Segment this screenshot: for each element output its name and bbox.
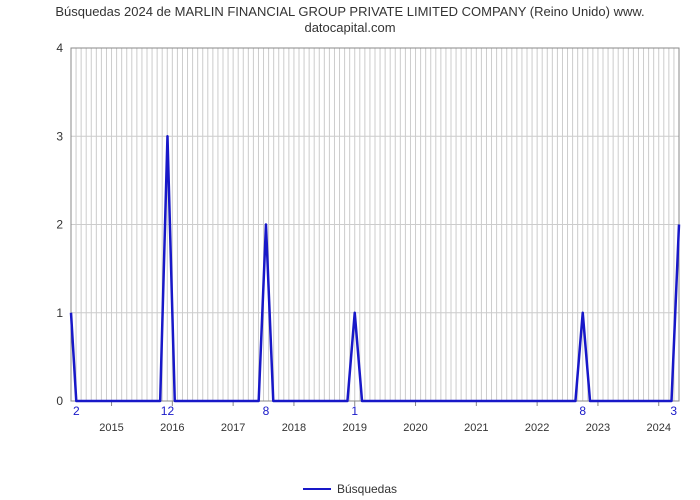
svg-text:2016: 2016 [160,422,184,434]
svg-text:2023: 2023 [586,422,610,434]
chart-title: Búsquedas 2024 de MARLIN FINANCIAL GROUP… [0,4,700,37]
legend-item-busquedas: Búsquedas [303,482,397,496]
svg-text:2020: 2020 [403,422,427,434]
svg-text:1: 1 [56,306,63,320]
chart-plot-area: 0123420152016201720182019202020212022202… [45,42,685,437]
chart-title-line2: datocapital.com [0,20,700,36]
svg-text:2021: 2021 [464,422,488,434]
svg-text:2024: 2024 [646,422,670,434]
value-label: 2 [73,404,80,418]
svg-text:3: 3 [56,129,63,143]
svg-text:2: 2 [56,218,63,232]
value-label: 1 [351,404,358,418]
svg-text:2022: 2022 [525,422,549,434]
svg-text:2017: 2017 [221,422,245,434]
svg-text:4: 4 [56,42,63,55]
value-label: 8 [263,404,270,418]
legend-label: Búsquedas [337,482,397,496]
value-label: 3 [670,404,677,418]
chart-legend: Búsquedas [0,479,700,496]
svg-text:0: 0 [56,394,63,408]
value-label: 12 [161,404,175,418]
value-label: 8 [579,404,586,418]
svg-text:2015: 2015 [99,422,123,434]
chart-title-line1: Búsquedas 2024 de MARLIN FINANCIAL GROUP… [0,4,700,20]
legend-swatch [303,488,331,490]
svg-text:2019: 2019 [342,422,366,434]
svg-text:2018: 2018 [282,422,306,434]
